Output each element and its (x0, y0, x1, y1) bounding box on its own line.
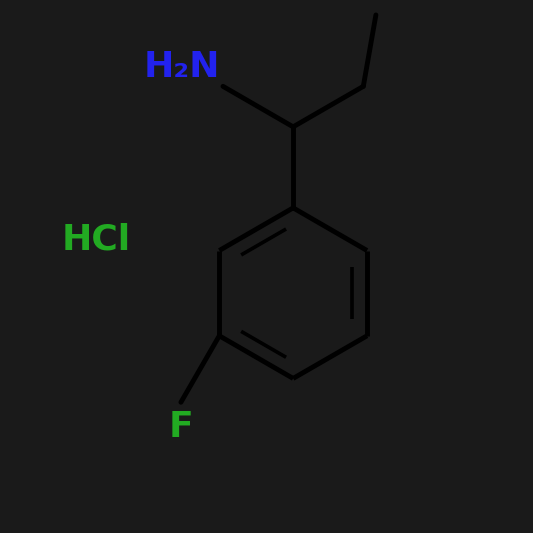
Text: F: F (168, 410, 193, 444)
Text: HCl: HCl (61, 223, 131, 257)
Text: OH: OH (380, 0, 446, 7)
Text: H₂N: H₂N (144, 50, 220, 84)
